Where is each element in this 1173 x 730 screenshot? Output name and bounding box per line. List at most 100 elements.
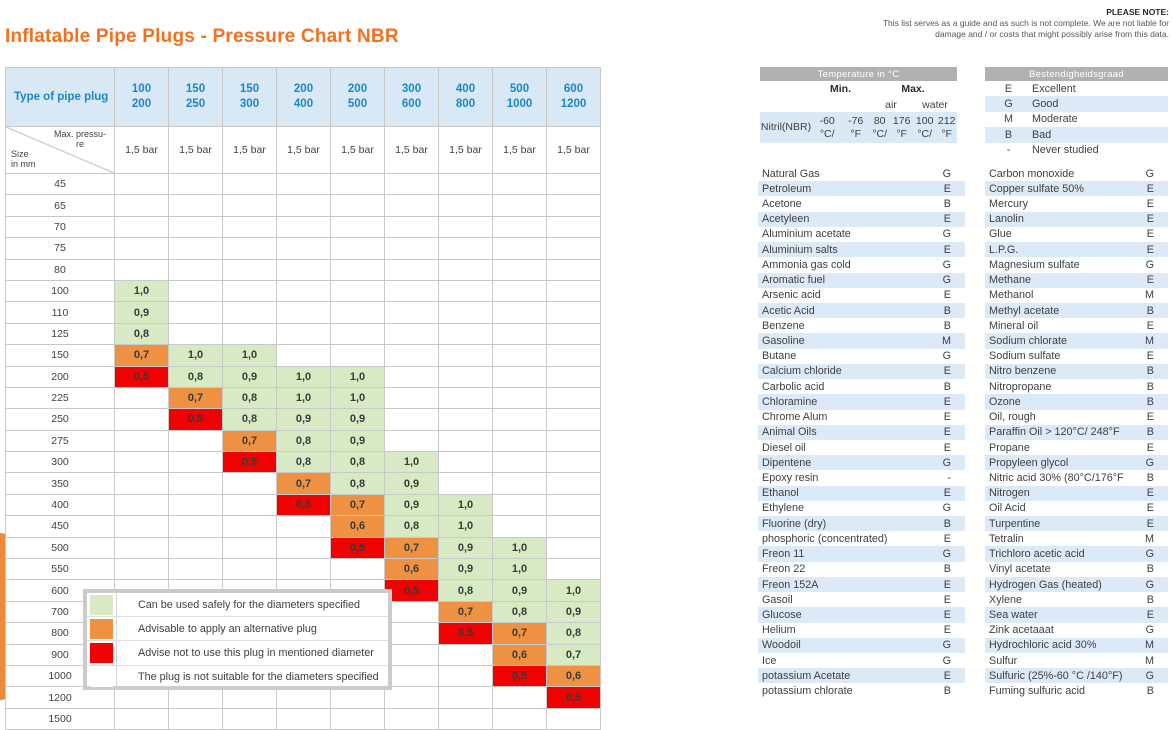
- empty-cell: [168, 322, 223, 346]
- chemical-name: Benzene: [762, 319, 805, 332]
- empty-cell: [330, 172, 385, 196]
- chemical-row: Hydrochloric acid 30% M: [985, 637, 1168, 653]
- empty-cell: [222, 237, 277, 260]
- empty-cell: [438, 429, 493, 453]
- chemical-name: Diesel oil: [762, 441, 806, 454]
- chemical-name: Carbolic acid: [762, 380, 825, 393]
- pipe-size-label: 500: [5, 536, 115, 560]
- empty-cell: [276, 279, 331, 303]
- empty-cell: [438, 472, 493, 495]
- empty-cell: [438, 322, 493, 346]
- pressure-value-cell: 0,6: [384, 558, 439, 581]
- chemical-name: Methyl acetate: [989, 304, 1060, 317]
- empty-cell: [222, 258, 277, 281]
- chemical-grade: B: [943, 563, 951, 576]
- pressure-row: 45: [5, 172, 601, 196]
- chemical-name: potassium Acetate: [762, 669, 851, 682]
- empty-cell: [114, 472, 169, 495]
- chemical-grade: G: [1145, 167, 1154, 180]
- empty-cell: [276, 322, 331, 346]
- chemical-row: Acetone B: [758, 196, 965, 211]
- pipe-size-label: 45: [5, 172, 115, 196]
- chemical-row: Methanol M: [985, 288, 1168, 303]
- chemical-row: Vinyl acetate B: [985, 562, 1168, 577]
- grade-label: Never studied: [1032, 144, 1099, 157]
- chemical-name: Mercury: [989, 198, 1028, 211]
- temp-max-header: Max.: [901, 83, 925, 95]
- pressure-header-row: Type of pipe plug 100 200 150 250 150 300 200 4…: [5, 67, 601, 127]
- empty-cell: [168, 172, 223, 196]
- chemical-name: Freon 152A: [762, 578, 819, 591]
- pipe-size-label: 65: [5, 194, 115, 217]
- chemical-name: Propyleen glycol: [989, 456, 1069, 469]
- empty-cell: [384, 258, 439, 281]
- chemical-grade: E: [943, 487, 951, 500]
- pressure-value-cell: 0,7: [114, 344, 169, 367]
- pressure-value-cell: 1,0: [492, 558, 547, 581]
- empty-cell: [384, 322, 439, 346]
- chemical-name: Natural Gas: [762, 167, 820, 180]
- max-pressure-value: 1,5 bar: [168, 126, 223, 174]
- chemical-name: Sea water: [989, 608, 1038, 621]
- pipe-size-label: 100: [5, 279, 115, 303]
- pressure-row: 80: [5, 258, 601, 281]
- chemical-grade: E: [943, 532, 951, 545]
- empty-cell: [546, 429, 601, 453]
- chemical-grade: M: [1145, 532, 1154, 545]
- chemical-name: Trichloro acetic acid: [989, 548, 1085, 561]
- chemical-row: Paraffin Oil > 120°C/ 248°F B: [985, 424, 1168, 440]
- max-pressure-value: 1,5 bar: [276, 126, 331, 174]
- grade-code: B: [1004, 128, 1013, 141]
- chemical-name: Oil, rough: [989, 411, 1036, 424]
- empty-cell: [330, 707, 385, 730]
- chemical-row: Oil, rough E: [985, 410, 1168, 425]
- pressure-value-cell: 0,9: [546, 600, 601, 624]
- empty-cell: [330, 558, 385, 581]
- chemical-list-right: Carbon monoxide G Copper sulfate 50% E Mercu…: [985, 166, 1168, 699]
- diagonal-header-cell: Max. pressu-re Size in mm: [5, 126, 115, 174]
- empty-cell: [276, 536, 331, 560]
- chemical-row: Methyl acetate B: [985, 302, 1168, 319]
- empty-cell: [384, 600, 439, 624]
- grade-label: Excellent: [1032, 82, 1076, 95]
- plug-type-header: 300 600: [384, 67, 439, 127]
- chemical-grade: E: [1146, 487, 1154, 500]
- pressure-value-cell: 0,8: [330, 472, 385, 495]
- corner-header: Type of pipe plug: [5, 67, 115, 127]
- chemical-grade: G: [942, 456, 951, 469]
- chemical-row: Acetyleen E: [758, 211, 965, 227]
- chemical-row: Animal Oils E: [758, 424, 965, 440]
- chemical-name: Freon 22: [762, 563, 806, 576]
- grade-row: E Excellent: [985, 81, 1168, 96]
- empty-cell: [546, 172, 601, 196]
- empty-cell: [114, 386, 169, 410]
- chemical-name: Turpentine: [989, 517, 1041, 530]
- chemical-name: Aluminium acetate: [762, 228, 851, 241]
- empty-cell: [438, 664, 493, 688]
- empty-cell: [438, 408, 493, 431]
- temp-max-air-value: 80 °C/176 °F: [869, 112, 913, 143]
- empty-cell: [492, 429, 547, 453]
- plug-type-header: 400 800: [438, 67, 493, 127]
- empty-cell: [492, 472, 547, 495]
- empty-cell: [114, 558, 169, 581]
- pressure-value-cell: 1,0: [330, 365, 385, 388]
- temp-min-header: Min.: [830, 83, 851, 95]
- empty-cell: [384, 386, 439, 410]
- chemical-name: Ozone: [989, 395, 1021, 408]
- empty-cell: [222, 707, 277, 730]
- empty-cell: [546, 215, 601, 239]
- chemical-row: potassium chlorate B: [758, 683, 965, 698]
- chemical-row: Turpentine E: [985, 516, 1168, 532]
- chemical-grade: B: [943, 380, 951, 393]
- pressure-row: 275 0,7 0,8 0,9: [5, 429, 601, 453]
- empty-cell: [492, 215, 547, 239]
- text-line: Nitril: [760, 121, 782, 133]
- pressure-value-cell: 0,7: [276, 472, 331, 495]
- chemical-row: Magnesium sulfate G: [985, 257, 1168, 272]
- legend-item: Can be used safely for the diameters spe…: [87, 593, 388, 617]
- empty-cell: [438, 365, 493, 388]
- empty-cell: [492, 344, 547, 367]
- empty-cell: [330, 215, 385, 239]
- chemical-grade: B: [1146, 304, 1154, 317]
